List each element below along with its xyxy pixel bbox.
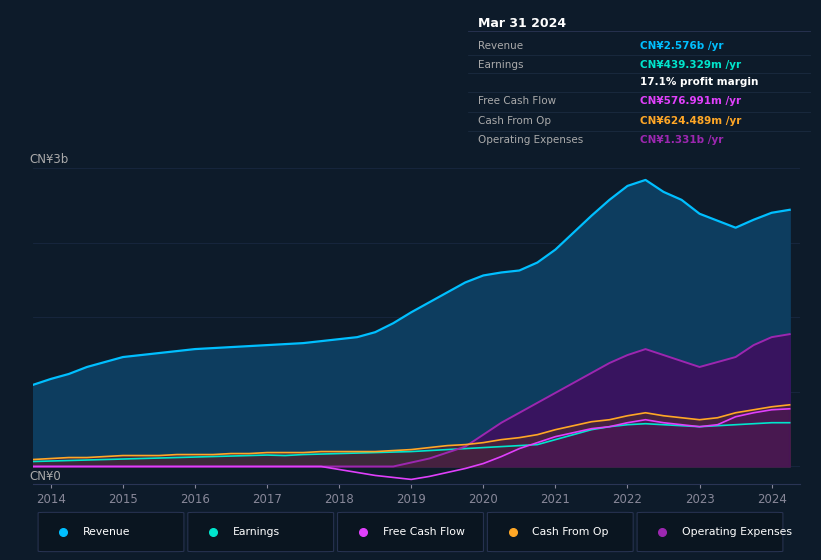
Text: CN¥576.991m /yr: CN¥576.991m /yr xyxy=(640,96,741,106)
Text: Operating Expenses: Operating Expenses xyxy=(682,527,792,537)
FancyBboxPatch shape xyxy=(38,512,184,552)
Text: CN¥0: CN¥0 xyxy=(29,470,61,483)
Text: Cash From Op: Cash From Op xyxy=(532,527,608,537)
Text: Earnings: Earnings xyxy=(233,527,280,537)
Text: Operating Expenses: Operating Expenses xyxy=(479,136,584,145)
Text: Revenue: Revenue xyxy=(83,527,131,537)
Text: CN¥1.331b /yr: CN¥1.331b /yr xyxy=(640,136,723,145)
Text: Free Cash Flow: Free Cash Flow xyxy=(383,527,465,537)
Text: Mar 31 2024: Mar 31 2024 xyxy=(479,17,566,30)
Text: Earnings: Earnings xyxy=(479,60,524,70)
Text: Revenue: Revenue xyxy=(479,41,524,51)
FancyBboxPatch shape xyxy=(337,512,484,552)
FancyBboxPatch shape xyxy=(637,512,783,552)
Text: Free Cash Flow: Free Cash Flow xyxy=(479,96,557,106)
Text: Cash From Op: Cash From Op xyxy=(479,116,551,126)
Text: CN¥2.576b /yr: CN¥2.576b /yr xyxy=(640,41,723,51)
FancyBboxPatch shape xyxy=(188,512,333,552)
Text: CN¥439.329m /yr: CN¥439.329m /yr xyxy=(640,60,741,70)
Text: CN¥624.489m /yr: CN¥624.489m /yr xyxy=(640,116,741,126)
Text: 17.1% profit margin: 17.1% profit margin xyxy=(640,77,758,87)
FancyBboxPatch shape xyxy=(488,512,633,552)
Text: CN¥3b: CN¥3b xyxy=(29,153,68,166)
